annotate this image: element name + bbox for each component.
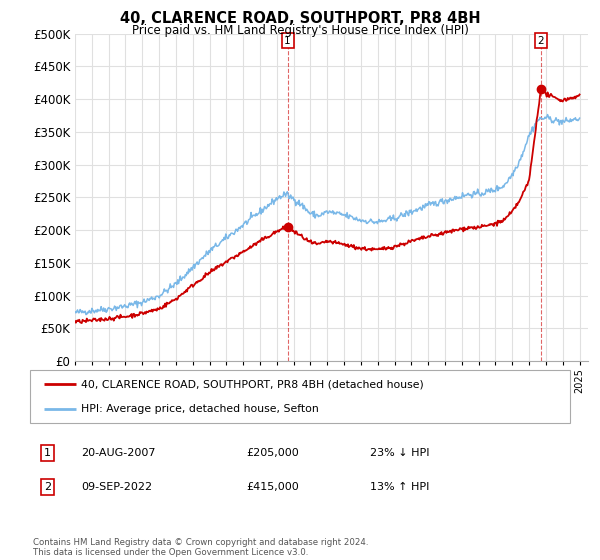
Text: HPI: Average price, detached house, Sefton: HPI: Average price, detached house, Seft… bbox=[82, 404, 319, 414]
Text: 1: 1 bbox=[284, 36, 291, 45]
Text: 13% ↑ HPI: 13% ↑ HPI bbox=[370, 482, 430, 492]
Text: 40, CLARENCE ROAD, SOUTHPORT, PR8 4BH: 40, CLARENCE ROAD, SOUTHPORT, PR8 4BH bbox=[119, 11, 481, 26]
Text: 40, CLARENCE ROAD, SOUTHPORT, PR8 4BH (detached house): 40, CLARENCE ROAD, SOUTHPORT, PR8 4BH (d… bbox=[82, 380, 424, 390]
Text: 23% ↓ HPI: 23% ↓ HPI bbox=[370, 449, 430, 459]
Text: 09-SEP-2022: 09-SEP-2022 bbox=[82, 482, 152, 492]
Text: Price paid vs. HM Land Registry's House Price Index (HPI): Price paid vs. HM Land Registry's House … bbox=[131, 24, 469, 37]
Text: £415,000: £415,000 bbox=[246, 482, 299, 492]
Text: 1: 1 bbox=[44, 449, 51, 459]
Text: 2: 2 bbox=[44, 482, 51, 492]
Text: Contains HM Land Registry data © Crown copyright and database right 2024.
This d: Contains HM Land Registry data © Crown c… bbox=[33, 538, 368, 557]
Text: 2: 2 bbox=[538, 36, 544, 45]
FancyBboxPatch shape bbox=[30, 370, 570, 423]
Text: 20-AUG-2007: 20-AUG-2007 bbox=[82, 449, 156, 459]
Text: £205,000: £205,000 bbox=[246, 449, 299, 459]
